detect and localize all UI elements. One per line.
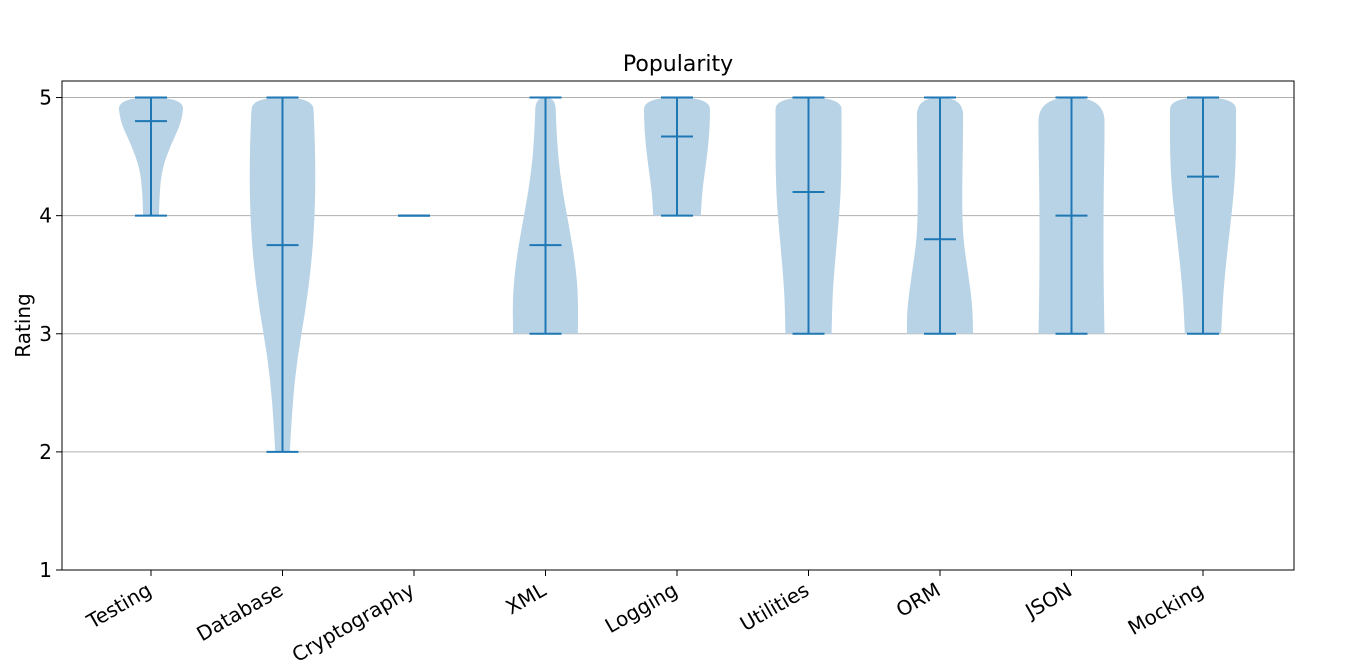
plot-frame [61, 80, 1295, 571]
chart-title: Popularity [623, 52, 733, 77]
violin-lines-group [792, 96, 825, 335]
y-tick-label: 1 [39, 558, 52, 582]
x-tick-label: Logging [601, 578, 682, 638]
x-tick-label: Mocking [1124, 578, 1208, 640]
x-tick-label: ORM [892, 578, 945, 622]
y-axis-ticks: 1 2 3 4 5 [39, 86, 62, 582]
violin-lines-group [529, 96, 562, 335]
x-axis-ticks: Testing Database Cryptography XML Logging Uti… [82, 570, 1208, 667]
x-tick-label: Utilities [736, 578, 813, 636]
y-tick-label: 5 [39, 86, 52, 110]
y-tick-label: 2 [39, 440, 52, 464]
violin-lines-group [924, 96, 956, 335]
x-tick-label: Cryptography [288, 577, 419, 666]
violin-lines-group [1187, 96, 1219, 335]
y-axis-label: Rating [11, 293, 35, 357]
x-tick-label: JSON [1020, 578, 1076, 624]
x-tick-label: Database [192, 578, 287, 647]
y-tick-label: 3 [39, 322, 52, 346]
violin-lines-group [135, 96, 167, 217]
violin-lines-group [661, 96, 693, 217]
violin-lines-group [1055, 96, 1088, 335]
y-tick-label: 4 [39, 204, 52, 228]
violin-lines [135, 96, 1219, 453]
x-tick-label: XML [502, 577, 551, 619]
violin-lines-group [266, 96, 299, 453]
x-tick-label: Testing [82, 578, 156, 634]
